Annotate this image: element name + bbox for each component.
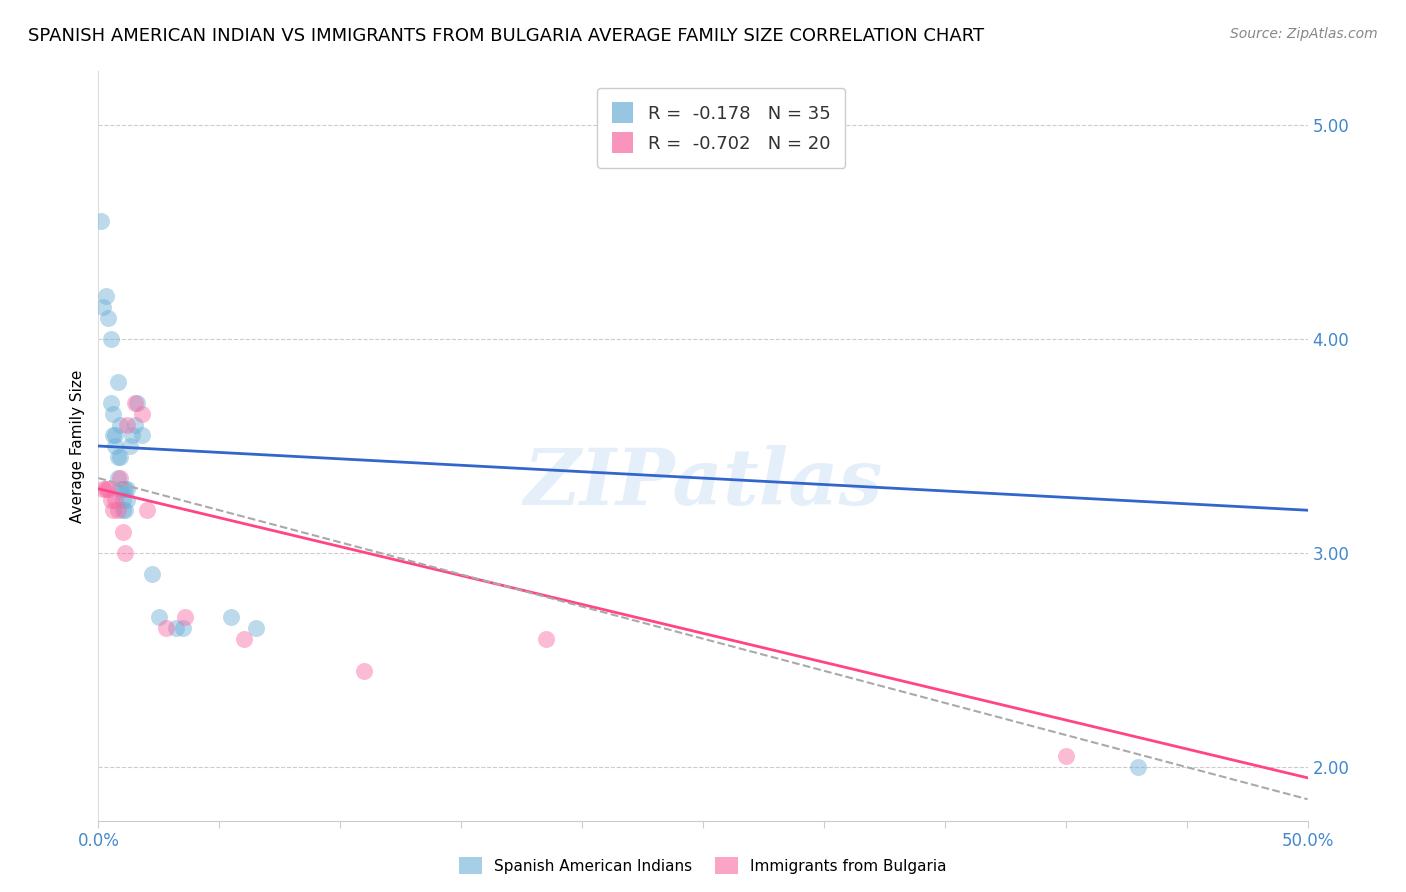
Point [100,332,122,346]
Point [1128,760,1150,774]
Point [114,503,136,517]
Point [107,375,129,389]
Point [117,492,139,507]
Point [131,428,153,442]
Point [155,621,177,635]
Point [107,450,129,464]
Point [135,503,157,517]
Point [174,610,197,624]
Point [127,396,149,410]
Point [94,289,117,303]
Legend: Spanish American Indians, Immigrants from Bulgaria: Spanish American Indians, Immigrants fro… [453,851,953,880]
Point [104,492,127,507]
Point [111,524,134,539]
Point [91,300,114,314]
Point [97,310,120,325]
Point [94,482,117,496]
Point [117,417,139,432]
Point [91,482,114,496]
Point [221,610,243,624]
Point [148,610,170,624]
Point [1054,749,1077,764]
Point [124,417,146,432]
Point [118,439,141,453]
Point [114,546,136,560]
Text: Source: ZipAtlas.com: Source: ZipAtlas.com [1230,27,1378,41]
Legend: R =  -0.178   N = 35, R =  -0.702   N = 20: R = -0.178 N = 35, R = -0.702 N = 20 [598,88,845,168]
Point [165,621,187,635]
Point [107,503,129,517]
Text: ZIPatlas: ZIPatlas [523,445,883,522]
Point [107,471,129,485]
Point [101,407,124,421]
Point [108,450,131,464]
Y-axis label: Average Family Size: Average Family Size [70,369,86,523]
Point [104,439,127,453]
Point [108,417,131,432]
Point [141,567,163,582]
Point [245,621,267,635]
Point [353,664,375,678]
Point [100,492,122,507]
Point [232,632,254,646]
Point [114,482,136,496]
Point [97,482,120,496]
Point [111,492,134,507]
Point [534,632,557,646]
Point [100,396,122,410]
Point [90,214,112,228]
Point [104,428,127,442]
Point [101,503,124,517]
Text: SPANISH AMERICAN INDIAN VS IMMIGRANTS FROM BULGARIA AVERAGE FAMILY SIZE CORRELAT: SPANISH AMERICAN INDIAN VS IMMIGRANTS FR… [28,27,984,45]
Point [124,396,146,410]
Point [108,471,131,485]
Point [117,482,139,496]
Point [172,621,194,635]
Point [101,428,124,442]
Point [108,482,131,496]
Point [131,407,153,421]
Point [121,428,143,442]
Point [111,482,134,496]
Point [111,503,134,517]
